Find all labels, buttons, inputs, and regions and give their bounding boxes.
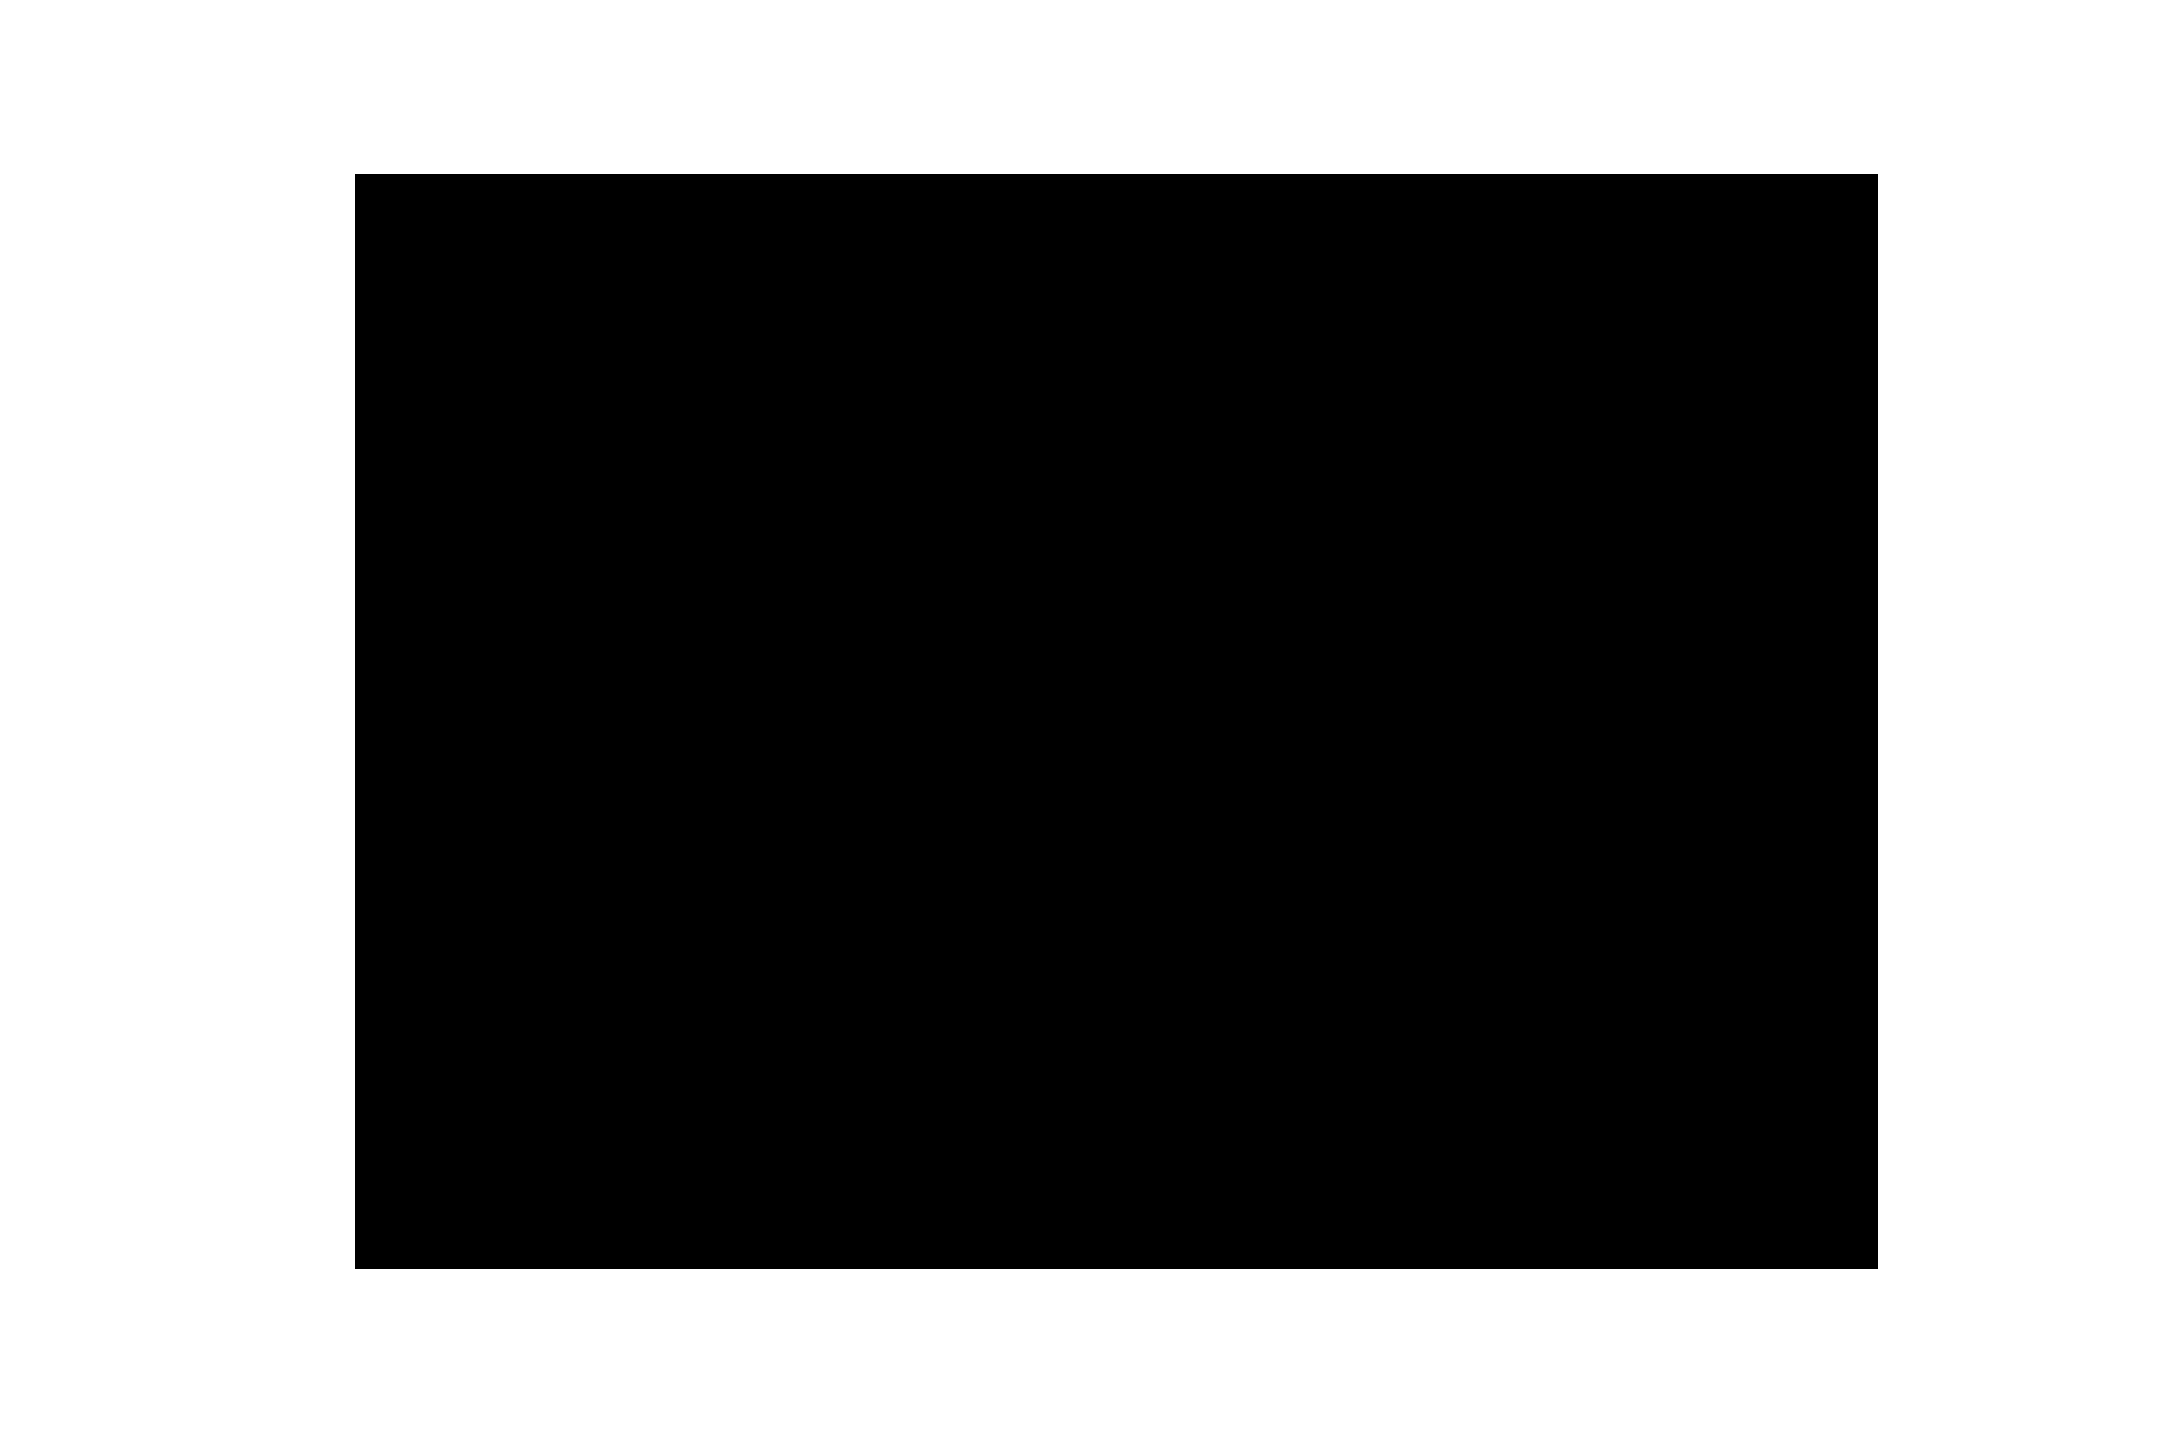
word-cloud-canvas: [355, 174, 1878, 1269]
word-cloud: [355, 174, 1878, 1269]
